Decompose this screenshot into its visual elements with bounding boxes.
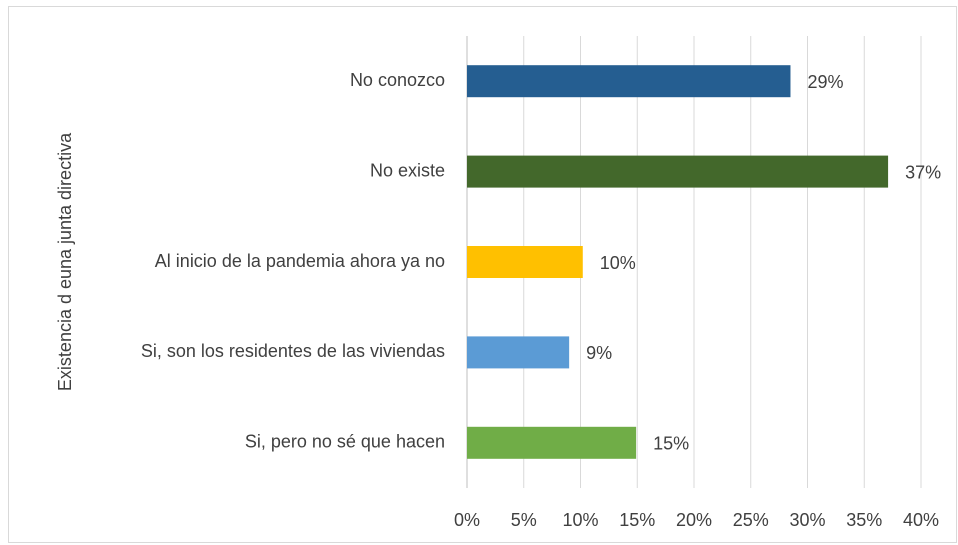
x-tick-label: 10% [562,510,598,530]
x-tick-label: 40% [903,510,939,530]
data-label: 10% [600,253,636,273]
y-tick-label: Al inicio de la pandemia ahora ya no [155,251,445,271]
y-tick-label: No conozco [350,70,445,90]
y-axis-label: Existencia d euna junta directiva [55,132,75,391]
data-label: 9% [586,343,612,363]
x-tick-label: 30% [789,510,825,530]
x-tick-label: 15% [619,510,655,530]
bar [467,246,583,278]
x-tick-label: 25% [733,510,769,530]
x-tick-label: 35% [846,510,882,530]
bar [467,65,791,98]
x-tick-label: 5% [511,510,537,530]
x-tick-label: 20% [676,510,712,530]
bar [467,155,889,188]
y-tick-label: Si, son los residentes de las viviendas [141,341,445,361]
bar [467,426,637,459]
y-tick-label: Si, pero no sé que hacen [245,432,445,452]
y-tick-label: No existe [370,160,445,180]
data-label: 37% [905,162,941,182]
bar [467,336,570,369]
x-tick-label: 0% [454,510,480,530]
data-label: 29% [807,72,843,92]
data-label: 15% [653,434,689,454]
